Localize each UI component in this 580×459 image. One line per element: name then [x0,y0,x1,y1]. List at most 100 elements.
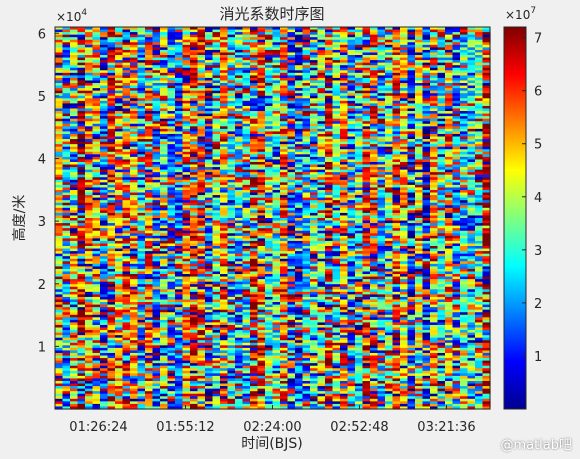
heatmap-cell [287,95,296,99]
heatmap-cell [62,90,71,94]
heatmap-cell [287,365,296,369]
heatmap-cell [92,60,101,64]
heatmap-cell [227,360,236,364]
heatmap-cell [145,62,154,66]
heatmap-cell [235,105,244,110]
heatmap-cell [167,77,176,82]
heatmap-cell [145,42,154,46]
heatmap-cell [137,60,146,64]
heatmap-cell [152,151,161,155]
heatmap-cell [92,309,101,313]
heatmap-cell [250,319,259,324]
heatmap-cell [107,327,116,331]
heatmap-cell [137,29,146,33]
heatmap-cell [122,202,131,206]
heatmap-cell [227,373,236,377]
heatmap-cell [220,248,229,252]
heatmap-cell [287,218,296,222]
heatmap-cell [70,246,79,250]
heatmap-cell [182,77,191,82]
heatmap-cell [257,72,266,76]
heatmap-cell [227,332,236,336]
heatmap-cell [160,32,169,36]
heatmap-cell [92,271,101,275]
heatmap-cell [227,103,236,107]
heatmap-cell [265,271,274,275]
heatmap-cell [167,197,176,201]
heatmap-cell [250,347,259,352]
heatmap-cell [152,116,161,120]
heatmap-cell [205,248,214,252]
heatmap-cell [295,172,304,176]
heatmap-cell [235,312,244,316]
heatmap-cell [122,215,131,219]
heatmap-cell [100,210,109,214]
heatmap-cell [137,200,146,204]
heatmap-cell [235,238,244,242]
heatmap-cell [265,179,274,183]
heatmap-cell [227,393,236,397]
heatmap-cell [115,284,124,288]
heatmap-cell [205,360,214,364]
heatmap-cell [257,95,266,99]
heatmap-cell [175,39,184,43]
heatmap-cell [115,133,124,138]
heatmap-cell [70,151,79,155]
heatmap-cell [287,337,296,341]
heatmap-cell [55,159,64,163]
heatmap-cell [190,111,199,115]
heatmap-cell [287,340,296,344]
heatmap-cell [62,136,71,140]
heatmap-cell [295,299,304,303]
heatmap-cell [212,401,221,405]
heatmap-cell [257,60,266,64]
heatmap-cell [190,37,199,41]
heatmap-cell [220,100,229,104]
heatmap-cell [77,268,86,273]
heatmap-cell [62,286,71,290]
heatmap-cell [265,37,274,41]
heatmap-cell [62,174,71,178]
heatmap-cell [107,167,116,171]
heatmap-cell [250,98,259,102]
heatmap-cell [190,347,199,352]
heatmap-cell [190,228,199,232]
heatmap-cell [77,189,86,194]
heatmap-cell [220,368,229,372]
heatmap-cell [287,393,296,397]
heatmap-cell [137,207,146,211]
heatmap-cell [55,289,64,293]
heatmap-cell [205,251,214,255]
heatmap-cell [265,167,274,171]
heatmap-cell [55,291,64,295]
heatmap-cell [250,365,259,369]
heatmap-cell [145,317,154,321]
heatmap-cell [265,57,274,61]
heatmap-cell [77,85,86,89]
heatmap-cell [115,105,124,110]
heatmap-cell [152,251,161,255]
heatmap-cell [205,113,214,117]
heatmap-cell [250,335,259,339]
heatmap-cell [182,355,191,359]
heatmap-cell [167,133,176,138]
heatmap-cell [227,133,236,138]
heatmap-cell [212,248,221,252]
heatmap-cell [287,335,296,339]
heatmap-cell [152,365,161,369]
heatmap-cell [242,393,251,397]
heatmap-cell [70,146,79,150]
heatmap-cell [280,139,289,143]
heatmap-cell [287,370,296,374]
heatmap-cell [182,108,191,112]
heatmap-cell [130,159,139,163]
heatmap-cell [257,253,266,257]
heatmap-cell [107,388,116,392]
heatmap-cell [250,121,259,125]
heatmap-cell [115,401,124,405]
heatmap-cell [295,350,304,354]
heatmap-cell [235,332,244,336]
heatmap-cell [250,55,259,59]
heatmap-cell [167,383,176,387]
heatmap-cell [77,60,86,64]
